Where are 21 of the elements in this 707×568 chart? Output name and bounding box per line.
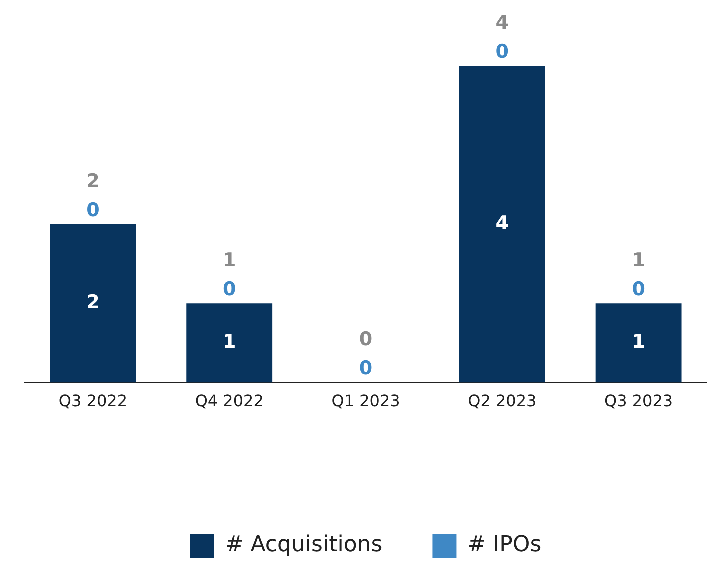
data-label: 1	[222, 331, 236, 354]
total-label: 4	[496, 12, 510, 34]
x-tick-label: Q3 2022	[58, 392, 128, 411]
data-label: 0	[86, 199, 100, 222]
data-label: 2	[86, 292, 100, 314]
legend-label: # IPOs	[468, 532, 542, 558]
data-label: 0	[496, 40, 510, 63]
data-label: 4	[496, 212, 510, 234]
total-label: 2	[86, 170, 100, 192]
data-label: 0	[222, 278, 236, 301]
total-label: 1	[222, 250, 236, 272]
x-tick-label: Q1 2023	[332, 392, 400, 411]
total-label: 0	[359, 358, 373, 380]
data-label: 0	[359, 328, 373, 351]
legend-label: # Acquisitions	[225, 532, 383, 558]
x-tick-label: Q4 2022	[195, 392, 264, 411]
total-label: 1	[632, 250, 646, 272]
x-tick-label: Q3 2023	[604, 392, 674, 411]
data-label: 1	[632, 331, 646, 354]
data-label: 0	[632, 278, 646, 301]
x-tick-label: Q2 2023	[468, 392, 537, 411]
